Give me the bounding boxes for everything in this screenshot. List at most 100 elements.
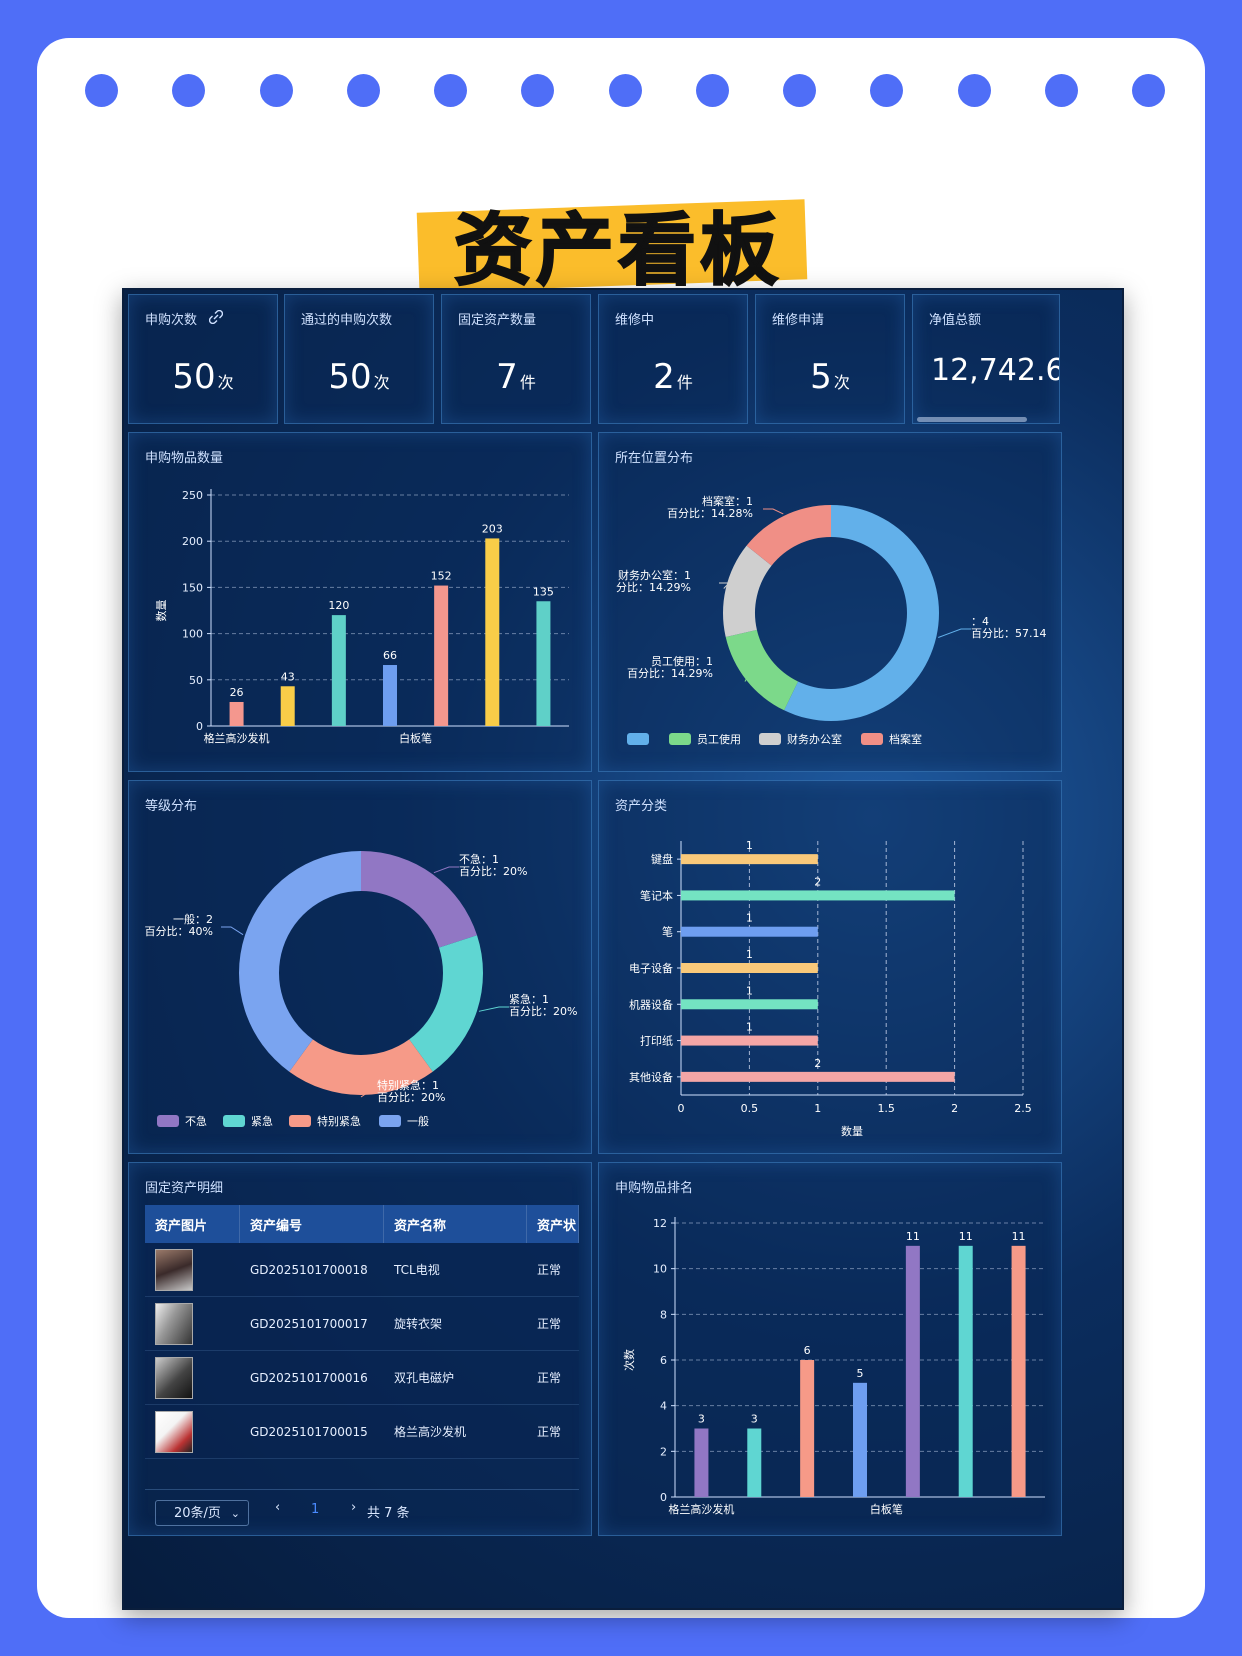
column-header[interactable]: 资产状 xyxy=(527,1205,579,1243)
leader-line xyxy=(360,1092,377,1098)
kpi-label: 固定资产数量 xyxy=(458,313,537,328)
bar xyxy=(229,701,244,726)
kpi-net-value[interactable]: 净值总额 12,742.60 xyxy=(912,294,1060,424)
leader-line xyxy=(763,508,784,515)
data-label: 1 xyxy=(746,1021,753,1034)
x-tick-label: 白板笔 xyxy=(399,731,432,745)
purchase-qty-chart: 0 50 100 150 200 250 26 43 120 66 152 203 135 格兰高沙发机 白… xyxy=(155,489,569,745)
bar xyxy=(747,1428,762,1497)
legend-swatch xyxy=(223,1115,245,1127)
kpi-value: 12,742.60 xyxy=(931,353,1059,388)
y-axis-label: 数量 xyxy=(155,600,168,622)
current-page[interactable]: 1 xyxy=(311,1502,320,1517)
kpi-value: 50 次 xyxy=(172,357,234,397)
data-label: 2 xyxy=(814,875,821,888)
data-label: 1 xyxy=(746,984,753,997)
column-header[interactable]: 资产编号 xyxy=(240,1205,384,1243)
y-tick-label: 100 xyxy=(182,628,203,641)
donut-slice xyxy=(289,1039,433,1095)
panel-title: 申购物品排名 xyxy=(615,1181,694,1196)
x-tick-label: 格兰高沙发机 xyxy=(204,731,270,745)
asset-thumbnail[interactable] xyxy=(155,1248,193,1291)
slice-label: ：4 xyxy=(971,615,989,628)
legend-swatch xyxy=(379,1115,401,1127)
x-tick-label: 0 xyxy=(678,1102,685,1115)
data-label: 1 xyxy=(746,948,753,961)
legend-swatch xyxy=(289,1115,311,1127)
panel-location: 所在位置分布 ：4 百分比：57.14 员工使用：1 百分比：14.29% 财务办公室：… xyxy=(598,432,1062,772)
table-row[interactable]: GD2025101700015 格兰高沙发机 正常 xyxy=(145,1405,579,1459)
y-tick-label: 12 xyxy=(653,1217,667,1230)
y-tick-label: 0 xyxy=(660,1491,667,1504)
y-tick-label: 2 xyxy=(660,1445,667,1458)
panel-title: 申购物品数量 xyxy=(145,451,224,466)
bar xyxy=(681,999,818,1010)
legend-label: 财务办公室 xyxy=(787,732,842,746)
legend-swatch xyxy=(759,733,781,745)
asset-thumbnail[interactable] xyxy=(155,1356,193,1399)
y-tick-label: 笔记本 xyxy=(640,888,673,902)
y-tick-label: 其他设备 xyxy=(629,1070,673,1084)
y-tick-label: 机器设备 xyxy=(629,997,673,1011)
y-tick-label: 50 xyxy=(189,674,203,687)
kpi-value: 50 次 xyxy=(328,357,390,397)
donut-slice xyxy=(746,505,831,566)
asset-status: 正常 xyxy=(537,1317,562,1331)
y-tick-label: 笔 xyxy=(662,925,673,939)
data-label: 66 xyxy=(383,649,397,662)
y-tick-label: 8 xyxy=(660,1308,667,1321)
asset-thumbnail[interactable] xyxy=(155,1410,193,1453)
donut-slice xyxy=(725,629,799,711)
asset-thumbnail[interactable] xyxy=(155,1302,193,1345)
page-title: 资产看板 xyxy=(453,205,782,297)
slice-label: 百分比：14.29% xyxy=(627,667,713,680)
legend-swatch xyxy=(157,1115,179,1127)
prev-page-icon[interactable]: ‹ xyxy=(275,1500,281,1515)
page-size-select[interactable]: 20条/页 ⌄ xyxy=(155,1500,249,1526)
kpi-label: 通过的申购次数 xyxy=(301,313,393,328)
next-page-icon[interactable]: › xyxy=(351,1500,357,1515)
bar xyxy=(958,1245,973,1497)
pagination: 20条/页 ⌄ ‹ 1 › 共 7 条 xyxy=(145,1489,579,1530)
column-header[interactable]: 资产图片 xyxy=(145,1205,240,1243)
link-icon[interactable] xyxy=(209,310,223,324)
x-tick-label: 2.5 xyxy=(1014,1102,1032,1115)
kpi-approved-count[interactable]: 通过的申购次数 50 次 xyxy=(284,294,434,424)
bar xyxy=(905,1245,920,1497)
table-row[interactable]: GD2025101700016 双孔电磁炉 正常 xyxy=(145,1351,579,1405)
kpi-label: 净值总额 xyxy=(929,313,982,328)
table-row[interactable]: GD2025101700018 TCL电视 正常 xyxy=(145,1243,579,1297)
bar xyxy=(681,890,955,901)
level-donut-chart: 不急：1百分比：20%紧急：1百分比：20%特别紧急：1百分比：20%一般：2百… xyxy=(145,851,577,1128)
asset-status: 正常 xyxy=(537,1263,562,1277)
kpi-label: 维修申请 xyxy=(772,313,825,328)
column-header[interactable]: 资产名称 xyxy=(384,1205,527,1243)
x-tick-label: 1 xyxy=(814,1102,821,1115)
asset-code: GD2025101700015 xyxy=(250,1424,368,1439)
bar xyxy=(681,963,818,973)
slice-label: 百分比：57.14 xyxy=(971,627,1047,640)
slice-label: 员工使用：1 xyxy=(651,655,713,668)
panel-level: 等级分布 不急：1 百分比：20% 紧急：1 百分比：20% 特别紧急：1 百分比：20%… xyxy=(128,780,592,1154)
y-tick-label: 0 xyxy=(196,720,203,733)
dot xyxy=(957,74,991,107)
horizontal-scrollbar[interactable] xyxy=(917,417,1027,422)
dot xyxy=(259,74,293,107)
data-label: 11 xyxy=(959,1230,973,1243)
bar xyxy=(681,1071,955,1082)
kpi-label: 申购次数 xyxy=(145,313,198,328)
dot xyxy=(783,74,816,107)
kpi-purchase-count[interactable]: 申购次数 50 次 xyxy=(128,294,278,424)
data-label: 135 xyxy=(533,585,554,598)
data-label: 11 xyxy=(1012,1230,1026,1243)
donut-slice xyxy=(239,851,361,1072)
bar xyxy=(853,1382,867,1497)
data-label: 203 xyxy=(482,522,503,535)
total-count: 共 7 条 xyxy=(367,1506,410,1521)
table-row[interactable]: GD2025101700017 旋转衣架 正常 xyxy=(145,1297,579,1351)
slice-label: 分比：14.29% xyxy=(616,581,691,594)
